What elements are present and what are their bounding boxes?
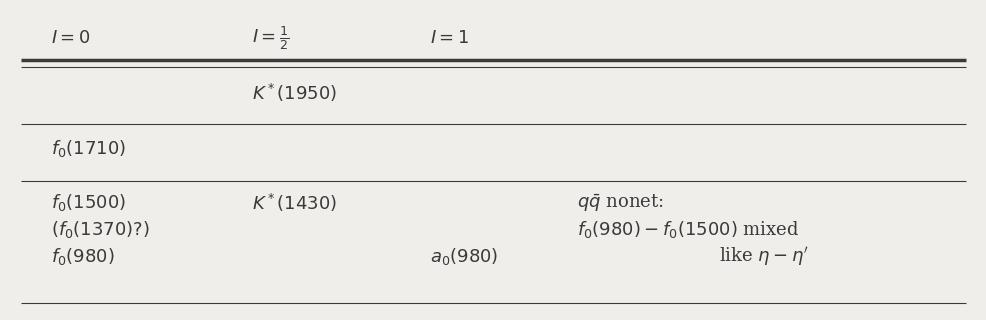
Text: $K^*(1430)$: $K^*(1430)$ xyxy=(252,192,337,214)
Text: $I = \frac{1}{2}$: $I = \frac{1}{2}$ xyxy=(252,24,290,52)
Text: $f_0(980) - f_0(1500)$ mixed: $f_0(980) - f_0(1500)$ mixed xyxy=(577,219,799,240)
Text: $f_0(1500)$: $f_0(1500)$ xyxy=(50,192,125,213)
Text: $K^*(1950)$: $K^*(1950)$ xyxy=(252,82,337,104)
Text: $q\bar{q}$ nonet:: $q\bar{q}$ nonet: xyxy=(577,192,664,214)
Text: $f_0(1710)$: $f_0(1710)$ xyxy=(50,138,125,159)
Text: $(f_0(1370)?)$: $(f_0(1370)?)$ xyxy=(50,219,149,240)
Text: $a_0(980)$: $a_0(980)$ xyxy=(429,246,497,267)
Text: $I = 0$: $I = 0$ xyxy=(50,29,90,47)
Text: $I = 1$: $I = 1$ xyxy=(429,29,468,47)
Text: like $\eta - \eta'$: like $\eta - \eta'$ xyxy=(719,245,809,268)
Text: $f_0(980)$: $f_0(980)$ xyxy=(50,246,114,267)
